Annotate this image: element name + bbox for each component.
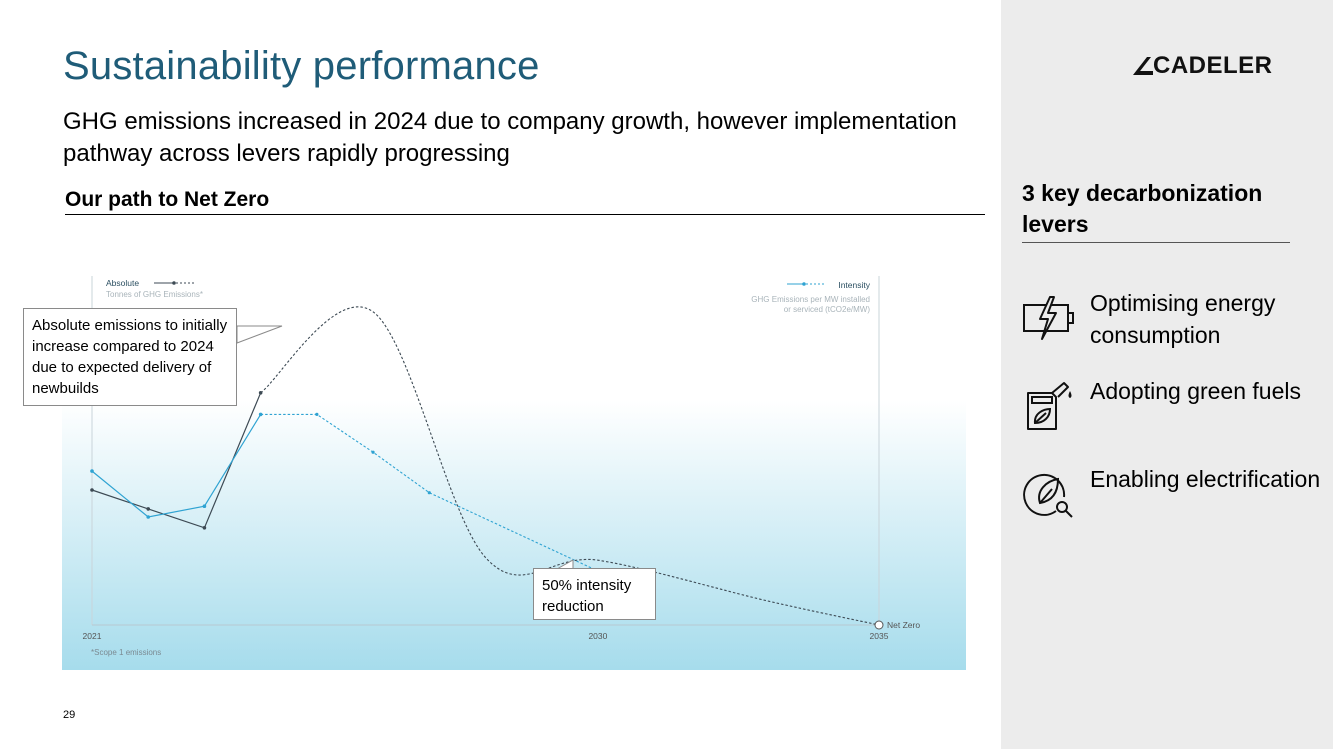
left-axis-sublabel: Tonnes of GHG Emissions* — [106, 290, 203, 299]
legend-intensity-dot — [802, 282, 806, 286]
intensity-point — [90, 469, 94, 473]
chart-footnote: *Scope 1 emissions — [91, 648, 161, 657]
logo-text: CADELER — [1153, 52, 1273, 79]
lever-energy: Optimising energy consumption — [1022, 287, 1322, 351]
intensity-point — [202, 504, 207, 508]
leaf-plug-icon — [1023, 473, 1073, 518]
legend-absolute-dot — [172, 281, 176, 285]
absolute-callout: Absolute emissions to initially increase… — [23, 308, 237, 406]
intensity-projection-point — [315, 412, 319, 416]
page-subtitle: GHG emissions increased in 2024 due to c… — [63, 108, 957, 167]
absolute-point — [258, 391, 263, 395]
sidebar: CADELER 3 key decarbonization levers Opt… — [1001, 0, 1333, 749]
intensity-actual-line — [91, 414, 262, 518]
logo-mark-icon — [1133, 57, 1153, 75]
intensity-point — [146, 515, 151, 519]
x-tick-label: 2021 — [83, 631, 102, 641]
absolute-point — [202, 526, 207, 530]
lever-label: Adopting green fuels — [1090, 378, 1301, 404]
page-title: Sustainability performance — [63, 44, 540, 88]
net-zero-label: Net Zero — [887, 620, 920, 630]
legend-absolute-label: Absolute — [106, 278, 139, 288]
lever-electrification: Enabling electrification — [1022, 463, 1322, 521]
lever-label: Enabling electrification — [1090, 466, 1321, 492]
right-axis-sublabel: GHG Emissions per MW installed — [751, 295, 870, 304]
cadeler-logo: CADELER — [1131, 52, 1273, 80]
lever-label: Optimising energy consumption — [1090, 290, 1276, 348]
legend-intensity-label: Intensity — [838, 280, 870, 290]
right-axis-sublabel: or serviced (tCO2e/MW) — [784, 305, 871, 314]
x-tick-label: 2035 — [870, 631, 889, 641]
absolute-point — [146, 507, 151, 511]
lever-fuels: Adopting green fuels — [1022, 375, 1322, 433]
page-number: 29 — [63, 709, 76, 721]
fuel-can-leaf-icon — [1027, 382, 1072, 430]
levers-heading: 3 key decarbonization levers — [1022, 178, 1290, 243]
absolute-projection-line — [260, 306, 880, 626]
absolute-point — [90, 488, 94, 492]
absolute-callout-pointer — [236, 325, 283, 344]
x-tick-label: 2030 — [588, 631, 607, 641]
section-heading: Our path to Net Zero — [65, 188, 985, 215]
net-zero-marker — [874, 620, 884, 630]
intensity-callout: 50% intensity reduction — [533, 568, 656, 620]
intensity-projection-point — [371, 450, 375, 454]
intensity-projection-point — [427, 491, 431, 495]
battery-charge-icon — [1023, 296, 1074, 340]
